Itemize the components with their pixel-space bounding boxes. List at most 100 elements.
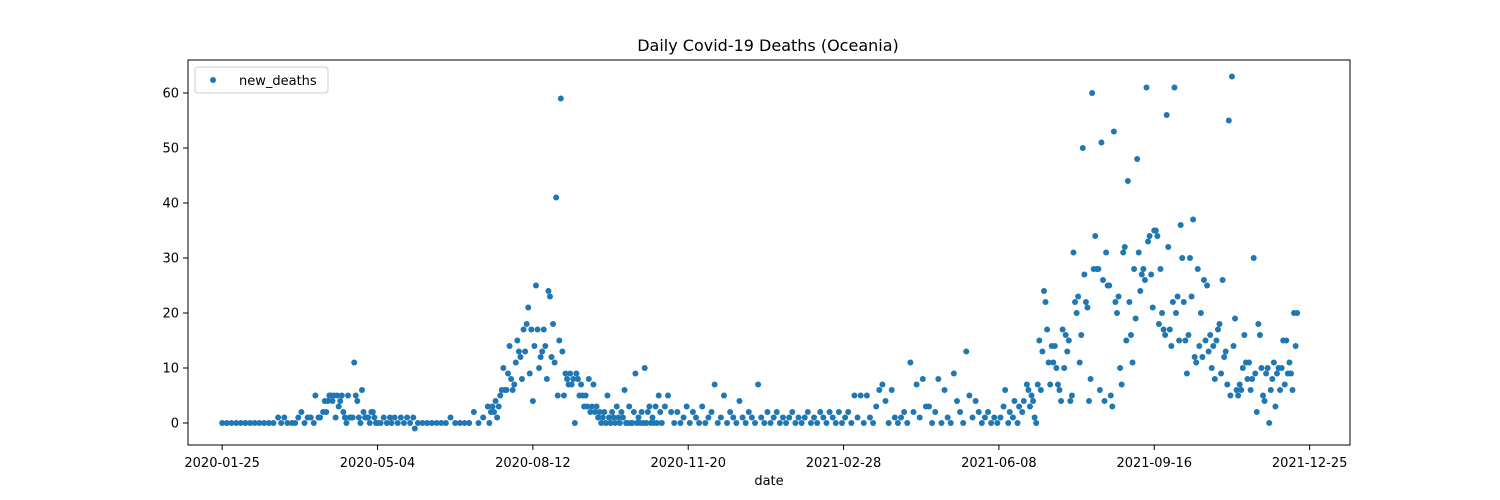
data-point xyxy=(1092,233,1099,239)
data-point xyxy=(1073,310,1080,316)
data-point xyxy=(1222,348,1229,355)
data-point xyxy=(692,414,699,421)
data-point xyxy=(1040,288,1047,294)
data-point xyxy=(758,414,765,421)
data-point xyxy=(428,420,435,426)
data-point xyxy=(1199,354,1206,360)
data-point xyxy=(492,398,499,404)
data-point xyxy=(835,409,842,415)
data-point xyxy=(1264,365,1271,371)
data-point xyxy=(484,403,491,410)
data-point xyxy=(1023,381,1030,388)
data-point xyxy=(323,409,330,415)
data-point xyxy=(848,420,855,426)
data-point xyxy=(1228,73,1235,80)
data-point xyxy=(1247,387,1254,393)
data-point xyxy=(1249,376,1256,382)
data-point xyxy=(438,420,445,426)
data-point xyxy=(585,376,592,382)
data-point xyxy=(534,326,541,333)
data-point xyxy=(615,414,622,421)
data-point xyxy=(1140,266,1147,272)
data-point xyxy=(391,414,398,421)
data-point xyxy=(526,370,533,377)
data-point xyxy=(1068,392,1075,399)
data-point xyxy=(1061,365,1068,371)
data-point xyxy=(1056,387,1063,393)
data-point xyxy=(823,420,830,426)
data-point xyxy=(619,414,626,421)
data-point xyxy=(839,420,846,426)
data-point xyxy=(997,414,1004,421)
plot-frame xyxy=(187,59,1351,446)
data-point xyxy=(1011,398,1018,404)
data-point xyxy=(1036,337,1043,344)
data-point xyxy=(612,420,619,426)
data-point xyxy=(626,403,633,410)
data-point xyxy=(1277,387,1284,393)
data-point xyxy=(536,365,543,371)
data-point xyxy=(237,420,244,426)
data-point xyxy=(1224,381,1231,388)
data-point xyxy=(1054,381,1061,388)
data-point xyxy=(251,420,258,426)
data-point xyxy=(397,414,404,421)
data-point xyxy=(1292,343,1299,349)
data-point xyxy=(1000,403,1007,410)
data-point xyxy=(1062,332,1069,338)
data-point xyxy=(1294,310,1301,316)
data-point xyxy=(1165,244,1172,250)
data-point xyxy=(525,304,532,311)
data-point xyxy=(1194,266,1201,272)
data-point xyxy=(957,409,964,415)
data-point xyxy=(1159,310,1166,316)
data-point xyxy=(1042,299,1049,305)
data-point xyxy=(528,326,535,333)
data-point xyxy=(1100,277,1106,283)
data-point xyxy=(386,414,393,421)
data-point xyxy=(885,420,892,426)
data-point xyxy=(969,414,976,421)
data-point xyxy=(807,420,814,426)
data-point xyxy=(1191,354,1198,360)
data-point xyxy=(689,409,696,415)
data-point xyxy=(755,381,762,388)
data-point xyxy=(380,414,387,421)
data-point xyxy=(1168,343,1175,349)
data-point xyxy=(1256,332,1263,338)
data-point xyxy=(845,409,852,415)
data-point xyxy=(644,409,651,415)
data-point xyxy=(542,343,549,349)
data-point xyxy=(1173,310,1180,316)
data-point xyxy=(602,420,609,426)
data-point xyxy=(1238,387,1245,393)
data-point xyxy=(944,414,951,421)
data-point xyxy=(988,420,995,426)
data-point xyxy=(515,348,522,355)
data-point xyxy=(832,420,839,426)
y-tick-label: 0 xyxy=(171,417,179,432)
data-point xyxy=(621,387,628,393)
data-point xyxy=(605,414,612,421)
data-point xyxy=(1261,398,1268,404)
data-point xyxy=(352,392,359,399)
data-point xyxy=(1190,216,1197,223)
data-point xyxy=(1037,387,1044,393)
data-point xyxy=(256,420,263,426)
data-point xyxy=(873,403,880,410)
data-point xyxy=(882,398,889,404)
data-point xyxy=(901,409,908,415)
data-point xyxy=(334,392,341,399)
data-point xyxy=(407,420,414,426)
data-point xyxy=(461,420,468,426)
data-point xyxy=(888,387,895,393)
x-tick-label: 2021-12-25 xyxy=(1272,456,1348,471)
data-point xyxy=(1235,392,1242,399)
data-point xyxy=(265,420,272,426)
data-point xyxy=(826,409,833,415)
data-point xyxy=(599,414,606,421)
data-point xyxy=(736,398,743,404)
data-point xyxy=(607,420,614,426)
data-point xyxy=(369,409,376,415)
